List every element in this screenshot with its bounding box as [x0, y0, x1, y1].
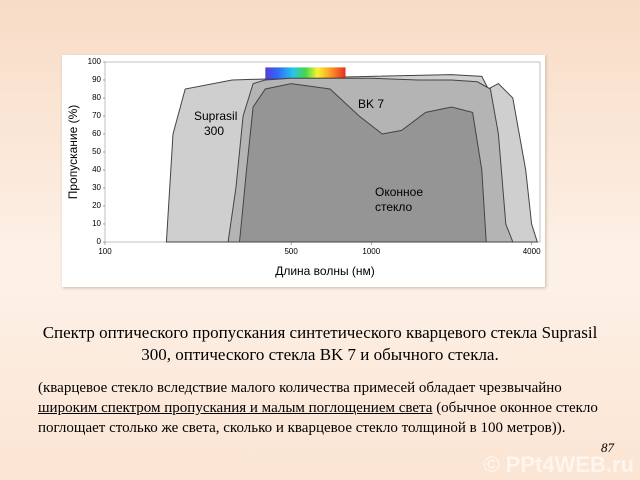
- x-tick-label: 1000: [362, 247, 380, 256]
- x-tick-label: 500: [284, 247, 298, 256]
- series-label: Оконное стекло: [375, 185, 423, 214]
- series-label-line: 300: [204, 124, 224, 138]
- watermark: © PPt4WEB.ru: [483, 452, 634, 477]
- y-axis-title: Пропускание (%): [66, 105, 80, 200]
- y-tick-label: 80: [92, 93, 101, 102]
- note-text: (обычное оконное стекло поглощает стольк…: [38, 400, 598, 436]
- note-underlined: широким спектром пропускания и малым пог…: [38, 400, 433, 416]
- series-label: BK 7: [358, 97, 384, 111]
- x-axis-title: Длина волны (нм): [275, 264, 375, 278]
- x-tick-label: 100: [98, 247, 112, 256]
- area: [238, 83, 487, 243]
- y-tick-label: 100: [88, 57, 102, 66]
- y-tick-label: 0: [97, 237, 102, 246]
- y-tick-label: 70: [92, 111, 101, 120]
- note: (кварцевое стекло вследствие малого коли…: [38, 378, 608, 438]
- series-label-line: стекло: [375, 200, 413, 214]
- caption: Спектр оптического пропускания синтетиче…: [42, 323, 598, 364]
- page-number: 87: [601, 440, 614, 455]
- x-tick-label: 4000: [523, 247, 541, 256]
- y-tick-label: 40: [92, 165, 101, 174]
- note-text: (кварцевое стекло вследствие малого коли…: [38, 380, 562, 396]
- y-tick-label: 20: [92, 201, 101, 210]
- y-tick-label: 90: [92, 75, 101, 84]
- y-tick-label: 30: [92, 183, 101, 192]
- series-label: Suprasil 300: [194, 109, 237, 138]
- series-label-line: Suprasil: [194, 109, 237, 123]
- y-tick-label: 60: [92, 129, 101, 138]
- y-tick-label: 10: [92, 219, 101, 228]
- chart: Пропускание (%) Длина волны (нм) 0 10 20 30…: [62, 55, 545, 287]
- series-label-line: Оконное: [375, 185, 423, 199]
- y-tick-label: 50: [92, 147, 101, 156]
